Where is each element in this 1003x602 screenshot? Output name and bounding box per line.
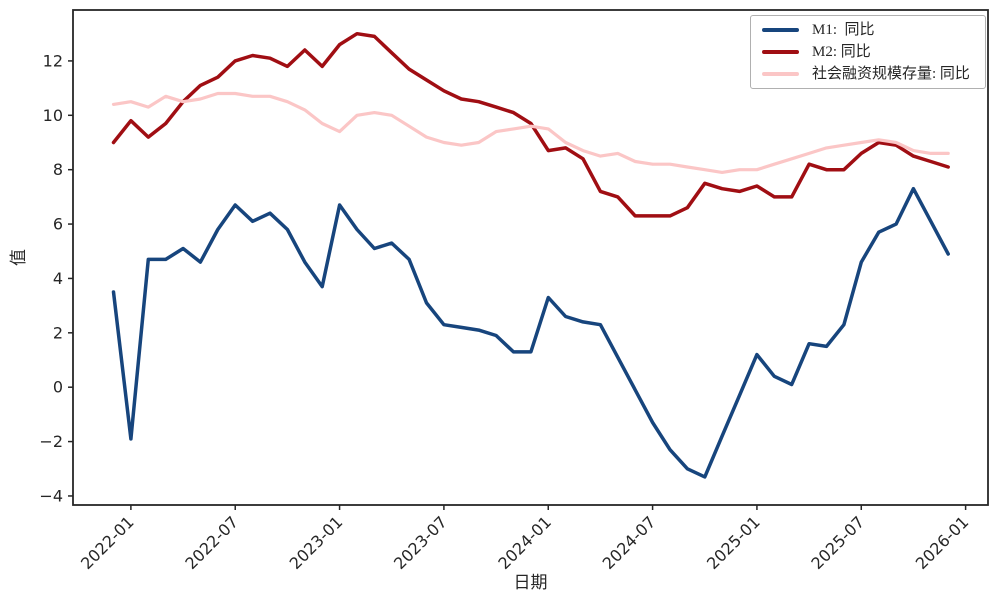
legend-item-m1: M1: 同比 (762, 21, 981, 38)
x-tick-label: 2023-01 (286, 512, 347, 573)
y-tick-label: 12 (43, 51, 63, 70)
x-tick-label: 2024-07 (599, 512, 660, 573)
legend-line-m1-icon (762, 28, 799, 32)
series-line-m2 (111, 31, 950, 218)
x-tick-label: 2026-01 (912, 512, 973, 573)
x-axis-label: 日期 (514, 573, 548, 592)
x-tick-label: 2023-07 (390, 512, 451, 573)
y-axis-label: 值 (9, 249, 28, 266)
series-lines (111, 31, 950, 479)
y-tick-label: −4 (39, 486, 63, 505)
x-tick-label: 2025-01 (703, 512, 764, 573)
x-tick-label: 2022-07 (181, 512, 242, 573)
y-tick-label: 4 (53, 269, 63, 288)
x-tick-label: 2025-07 (807, 512, 868, 573)
y-tick-label: 2 (53, 323, 63, 342)
legend-item-tsf: 社会融资规模存量: 同比 (762, 65, 981, 82)
x-tick-label: 2024-01 (494, 512, 555, 573)
y-tick-label: 10 (43, 106, 63, 125)
plot-frame (72, 9, 989, 506)
x-axis-ticks: 2022-01 2022-07 2023-01 2023-07 2024-01 2024-… (77, 505, 972, 573)
y-tick-label: −2 (39, 432, 63, 451)
y-axis-ticks: −4 −2 0 2 4 6 8 10 12 (39, 51, 73, 505)
y-tick-label: 0 (53, 378, 63, 397)
legend-line-m2-icon (762, 50, 799, 54)
legend-label-m1: M1: 同比 (812, 21, 875, 38)
series-line-tsf (111, 91, 950, 174)
y-tick-label: 8 (53, 160, 63, 179)
series-line-m1 (111, 186, 950, 479)
y-tick-label: 6 (53, 215, 63, 234)
legend-item-m2: M2: 同比 (762, 43, 981, 60)
legend-line-tsf-icon (762, 72, 799, 76)
legend-label-tsf: 社会融资规模存量: 同比 (812, 65, 970, 82)
legend: M1: 同比 M2: 同比 社会融资规模存量: 同比 (750, 15, 986, 89)
x-tick-label: 2022-01 (77, 512, 138, 573)
legend-label-m2: M2: 同比 (812, 43, 871, 60)
